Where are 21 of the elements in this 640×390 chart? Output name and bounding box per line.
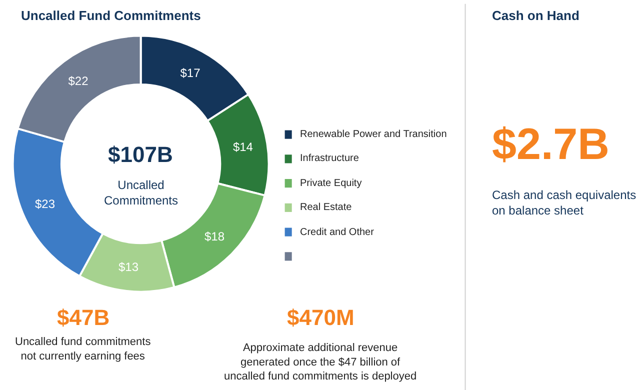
legend-label: Infrastructure xyxy=(300,153,360,164)
text: Uncalled Commitments xyxy=(104,178,178,208)
text: $107B xyxy=(108,142,173,167)
legend-label: Real Estate xyxy=(300,202,352,213)
data-label: $14 xyxy=(232,140,254,154)
text: Cash on Hand xyxy=(492,8,580,23)
data-label: $13 xyxy=(118,260,139,274)
text: Uncalled fund commitments not currently earning fees xyxy=(15,336,152,362)
data-label: $17 xyxy=(180,66,201,80)
text: $47B xyxy=(57,305,110,330)
data-label: $18 xyxy=(204,230,225,244)
chart-title: Uncalled Fund Commitments xyxy=(21,8,201,23)
text: Approximate additional revenue generated once the $47 billion of uncalled fund commitments is deployed xyxy=(224,342,417,383)
text: $2.7B xyxy=(492,120,610,169)
data-label: $22 xyxy=(68,74,89,88)
text: Cash and cash equivalents on balance sheet xyxy=(492,188,636,218)
data-label: $23 xyxy=(34,196,56,211)
legend-label: Private Equity xyxy=(300,178,362,189)
legend-label: Credit and Other xyxy=(300,227,375,238)
text: $470M xyxy=(287,305,354,330)
legend-label: Renewable Power and Transition xyxy=(300,129,447,140)
